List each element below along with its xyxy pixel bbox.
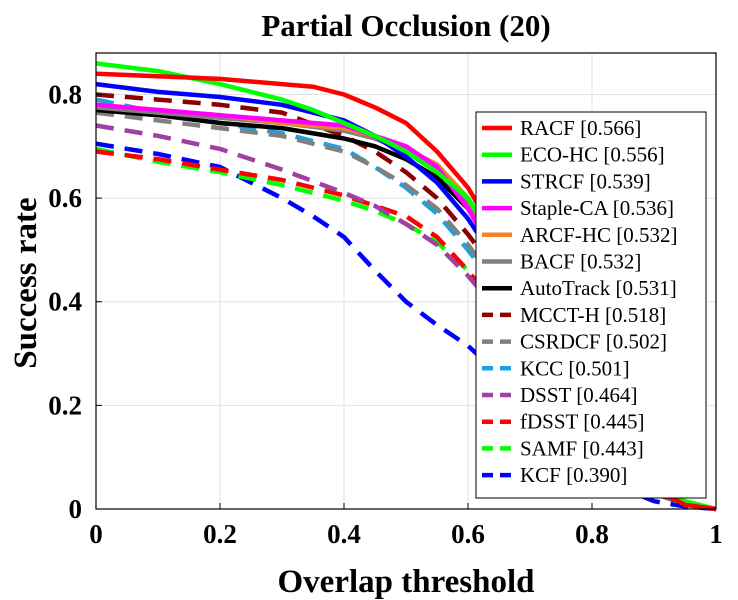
legend-label-bacf: BACF [0.532]	[520, 250, 641, 274]
y-tick-label: 0.8	[48, 79, 82, 109]
x-tick-label: 0.8	[575, 519, 609, 549]
legend-label-kcc: KCC [0.501]	[520, 356, 630, 380]
legend-label-dsst: DSST [0.464]	[520, 383, 637, 407]
legend-box	[475, 111, 707, 499]
chart-title: Partial Occlusion (20)	[261, 8, 550, 43]
series-line-kcc	[95, 97, 717, 512]
legend-label-mcct-h: MCCT-H [0.518]	[520, 303, 666, 327]
x-tick-label: 0	[89, 519, 103, 549]
y-tick-label: 0.6	[48, 183, 82, 213]
legend-label-staple-ca: Staple-CA [0.536]	[520, 196, 674, 220]
legend: RACF [0.566] ECO-HC [0.556]STRCF [0.539] S…	[475, 111, 707, 499]
legend-label-strcf: STRCF [0.539]	[520, 169, 651, 193]
legend-label-eco-hc: ECO-HC [0.556]	[520, 143, 665, 167]
legend-label-csrdcf: CSRDCF [0.502]	[520, 330, 667, 354]
x-tick-label: 0.6	[451, 519, 485, 549]
x-tick-label: 1	[709, 519, 723, 549]
y-tick-label: 0.4	[48, 287, 82, 317]
legend-label-arcf-hc: ARCF-HC [0.532]	[520, 223, 678, 247]
legend-label-samf: SAMF [0.443]	[520, 436, 644, 460]
series-line-csrdcf	[95, 110, 717, 512]
y-axis-label: Success rate	[8, 197, 44, 368]
y-tick-label: 0.2	[48, 390, 82, 420]
legend-label-autotrack: AutoTrack [0.531]	[520, 276, 677, 300]
legend-label-kcf: KCF [0.390]	[520, 463, 627, 487]
x-tick-label: 0.2	[203, 519, 237, 549]
x-axis-label: Overlap threshold	[278, 564, 535, 600]
legend-label-racf: RACF [0.566]	[520, 116, 641, 140]
y-tick-label: 0	[69, 494, 83, 524]
axis-ticks: 0 0.2 0.4 0.6 0.8 1 0 0.2 0.4 0.6 0.8	[48, 79, 723, 549]
legend-label-fdsst: fDSST [0.445]	[520, 410, 644, 434]
plot-frame	[95, 52, 717, 510]
x-tick-label: 0.4	[327, 519, 361, 549]
